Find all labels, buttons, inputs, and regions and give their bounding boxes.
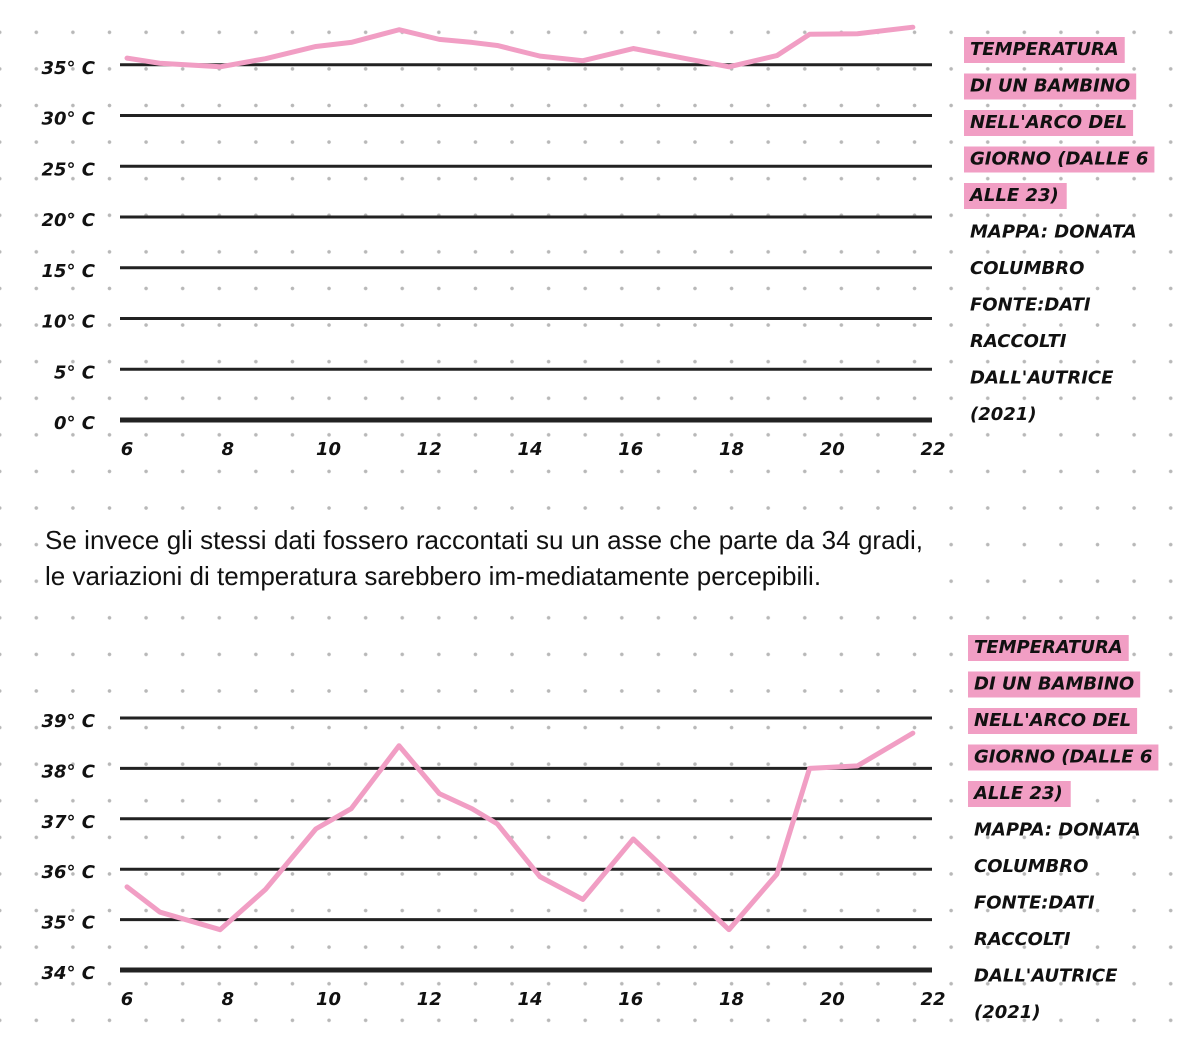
y-tick-label: 5° C xyxy=(54,362,96,383)
highlight xyxy=(964,146,1155,173)
x-tick-label: 16 xyxy=(618,439,643,460)
credit-line: FONTE:DATI xyxy=(970,295,1091,316)
credit-line: RACCOLTI xyxy=(974,929,1071,950)
y-tick-label: 25° C xyxy=(41,159,95,180)
credit-line: COLUMBRO xyxy=(970,258,1084,279)
y-tick-label: 10° C xyxy=(41,312,95,333)
credit-line: FONTE:DATI xyxy=(974,893,1095,914)
caption-line: ALLE 23) xyxy=(968,185,1059,206)
x-tick-label: 16 xyxy=(618,989,643,1010)
x-tick-label: 14 xyxy=(517,439,542,460)
highlight xyxy=(968,781,1071,807)
y-tick-label: 0° C xyxy=(54,413,96,434)
credit-line: MAPPA: DONATA xyxy=(970,222,1137,243)
caption-line: TEMPERATURA xyxy=(974,637,1123,658)
x-tick-label: 14 xyxy=(517,989,542,1010)
highlight xyxy=(968,671,1141,698)
credit-line: DALL'AUTRICE xyxy=(970,368,1114,389)
credit-line: (2021) xyxy=(970,404,1037,425)
x-tick-label: 18 xyxy=(719,439,744,460)
highlight xyxy=(964,183,1067,209)
x-tick-label: 18 xyxy=(719,989,744,1010)
x-tick-label: 8 xyxy=(221,989,234,1010)
y-tick-label: 35° C xyxy=(41,913,95,934)
highlight xyxy=(968,635,1129,661)
y-tick-label: 20° C xyxy=(41,210,95,231)
temperature-line xyxy=(124,730,916,933)
caption-line: DI UN BAMBINO xyxy=(970,76,1130,97)
paragraph: Se invece gli stessi dati fossero raccon… xyxy=(45,522,923,594)
highlight xyxy=(964,37,1125,63)
highlight xyxy=(968,708,1138,734)
x-tick-label: 20 xyxy=(820,439,845,460)
caption-line: DI UN BAMBINO xyxy=(974,674,1134,695)
x-tick-label: 22 xyxy=(920,439,945,460)
x-tick-label: 12 xyxy=(417,439,442,460)
x-tick-label: 6 xyxy=(121,989,134,1010)
y-tick-label: 15° C xyxy=(41,261,95,282)
credit-line: RACCOLTI xyxy=(970,331,1067,352)
highlight xyxy=(964,73,1137,100)
credit-line: (2021) xyxy=(974,1002,1041,1023)
x-tick-label: 6 xyxy=(121,439,134,460)
credit-line: DALL'AUTRICE xyxy=(974,966,1118,987)
y-tick-label: 35° C xyxy=(41,58,95,79)
x-tick-label: 10 xyxy=(316,439,341,460)
caption-line: ALLE 23) xyxy=(972,783,1063,804)
y-tick-label: 39° C xyxy=(41,711,95,732)
caption-line: NELL'ARCO DEL xyxy=(974,710,1131,731)
y-tick-label: 34° C xyxy=(41,963,95,984)
x-tick-label: 22 xyxy=(920,989,945,1010)
y-tick-label: 37° C xyxy=(41,812,95,833)
caption-line: GIORNO (DALLE 6 xyxy=(974,747,1152,768)
x-tick-label: 12 xyxy=(417,989,442,1010)
caption-line: GIORNO (DALLE 6 xyxy=(970,149,1148,170)
highlight xyxy=(964,110,1134,136)
highlight xyxy=(968,744,1159,771)
x-tick-label: 10 xyxy=(316,989,341,1010)
x-tick-label: 8 xyxy=(221,439,234,460)
credit-line: MAPPA: DONATA xyxy=(974,820,1141,841)
caption-line: TEMPERATURA xyxy=(970,39,1119,60)
y-tick-label: 36° C xyxy=(41,862,95,883)
caption-line: NELL'ARCO DEL xyxy=(970,112,1127,133)
x-tick-label: 20 xyxy=(820,989,845,1010)
y-tick-label: 38° C xyxy=(41,761,95,782)
temperature-line xyxy=(124,24,916,70)
y-tick-label: 30° C xyxy=(41,109,95,130)
credit-line: COLUMBRO xyxy=(974,856,1088,877)
